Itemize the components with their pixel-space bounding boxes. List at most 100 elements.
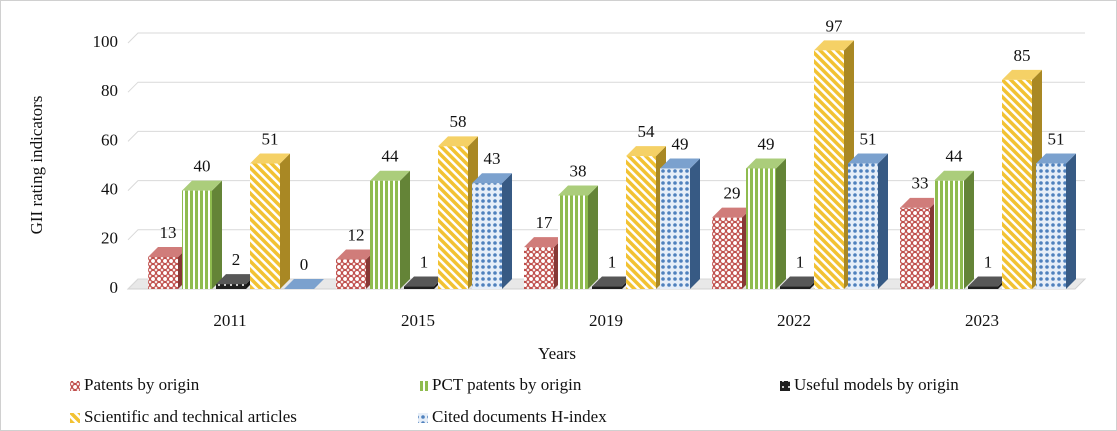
bar-top <box>660 158 700 169</box>
bar-top <box>968 276 1008 287</box>
bar-top <box>148 247 188 258</box>
bar-top <box>370 170 410 181</box>
legend-label: Patents by origin <box>84 375 200 394</box>
legend-label: Cited documents H-index <box>432 407 607 426</box>
y-tick-label: 20 <box>101 229 118 248</box>
bar-side <box>964 170 974 289</box>
bar-top <box>558 185 598 196</box>
bar <box>336 259 366 289</box>
bar <box>968 286 998 289</box>
bar-top <box>404 276 444 287</box>
data-label: 0 <box>300 255 309 274</box>
bar <box>182 190 212 289</box>
data-label: 13 <box>160 223 177 242</box>
data-label: 33 <box>912 174 929 193</box>
bar-top <box>284 279 324 289</box>
bar-top <box>900 197 940 208</box>
bar-top <box>1002 69 1042 80</box>
bar-top <box>524 237 564 248</box>
bar-top <box>216 274 256 285</box>
data-label: 49 <box>758 134 775 153</box>
bar <box>934 180 964 289</box>
grid-line <box>127 81 1085 93</box>
data-label: 40 <box>194 157 211 176</box>
data-label: 1 <box>796 252 805 271</box>
grid-line <box>127 130 1085 142</box>
bar-top <box>336 249 376 260</box>
bar <box>900 207 930 289</box>
x-tick-label: 2023 <box>965 311 999 330</box>
x-tick-label: 2011 <box>213 311 246 330</box>
bar-side <box>502 173 512 289</box>
bar <box>848 163 878 289</box>
data-label: 58 <box>450 112 467 131</box>
data-label: 51 <box>262 129 279 148</box>
bar <box>746 168 776 289</box>
data-label: 44 <box>382 147 400 166</box>
bar-top <box>592 276 632 287</box>
data-label: 97 <box>826 16 844 35</box>
bar <box>558 195 588 289</box>
bar-side <box>776 158 786 289</box>
data-label: 51 <box>1048 129 1065 148</box>
bar <box>660 168 690 289</box>
data-label: 2 <box>232 250 241 269</box>
data-label: 1 <box>608 252 617 271</box>
legend-label: PCT patents by origin <box>432 375 582 394</box>
data-label: 43 <box>484 149 501 168</box>
data-label: 44 <box>946 147 964 166</box>
bar-top <box>848 153 888 164</box>
legend-swatch <box>418 381 428 391</box>
grid-line <box>127 32 1085 44</box>
bar-top <box>712 207 752 218</box>
bar-top <box>626 146 666 157</box>
bar <box>592 286 622 289</box>
bar-top <box>250 153 290 164</box>
bar-side <box>400 170 410 289</box>
bar-top <box>1036 153 1076 164</box>
y-tick-label: 100 <box>93 32 119 51</box>
bar-side <box>588 185 598 289</box>
data-label: 1 <box>420 252 429 271</box>
bar <box>216 284 246 289</box>
data-label: 54 <box>638 122 656 141</box>
bar-top <box>934 170 974 181</box>
legend-label: Scientific and technical articles <box>84 407 297 426</box>
y-axis-label: GII rating indicators <box>27 96 46 235</box>
legend-swatch <box>70 381 80 391</box>
data-label: 85 <box>1014 46 1031 65</box>
bar-side <box>690 158 700 289</box>
bar-top <box>780 276 820 287</box>
bar <box>1002 79 1032 290</box>
y-tick-label: 80 <box>101 81 118 100</box>
bar-side <box>1066 153 1076 289</box>
data-label: 38 <box>570 161 587 180</box>
bar-top <box>438 136 478 147</box>
data-label: 51 <box>860 129 877 148</box>
bar-top <box>814 40 854 51</box>
bar <box>1036 163 1066 289</box>
bar-top <box>182 180 222 191</box>
data-label: 1 <box>984 252 993 271</box>
bar <box>814 50 844 289</box>
bar <box>472 183 502 289</box>
bar-side <box>878 153 888 289</box>
x-axis-label: Years <box>538 344 576 363</box>
legend-swatch <box>780 381 790 391</box>
bar <box>148 257 178 289</box>
bar-side <box>212 180 222 289</box>
legend-label: Useful models by origin <box>794 375 959 394</box>
x-tick-label: 2015 <box>401 311 435 330</box>
bar <box>780 286 810 289</box>
legend-swatch <box>70 413 80 423</box>
y-tick-label: 60 <box>101 130 118 149</box>
bar-top <box>472 173 512 184</box>
bar <box>250 163 280 289</box>
legend-swatch <box>418 413 428 423</box>
bar <box>370 180 400 289</box>
bar <box>404 286 434 289</box>
data-label: 29 <box>724 184 741 203</box>
bar <box>438 146 468 289</box>
bar <box>626 156 656 289</box>
